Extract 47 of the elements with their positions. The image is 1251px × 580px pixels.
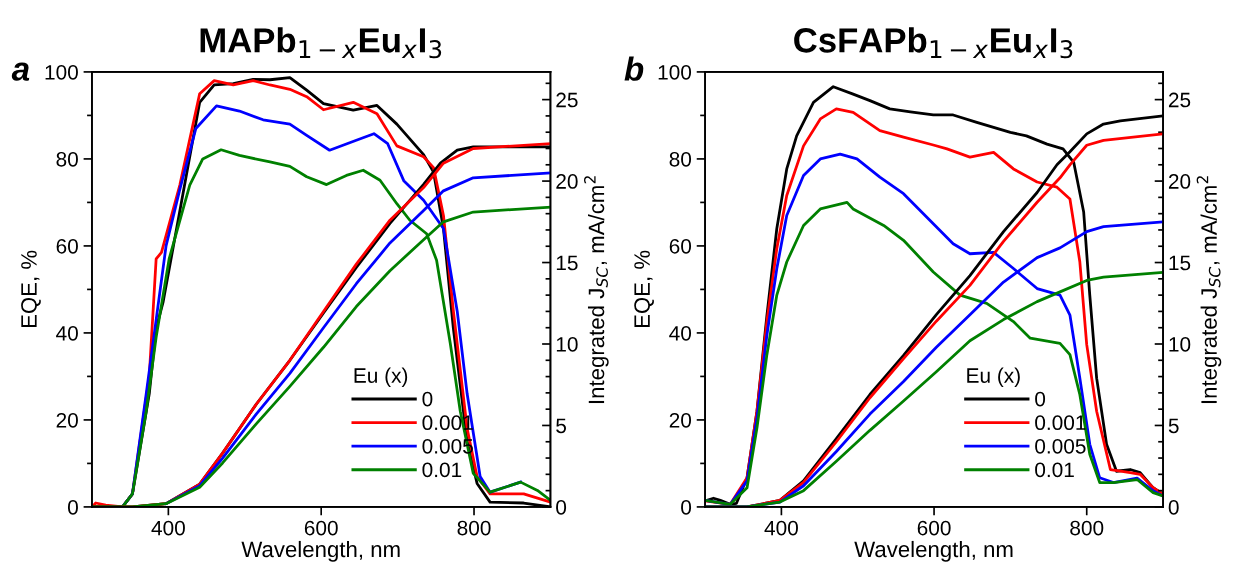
y2-tick-label: 25 <box>1168 92 1191 108</box>
y2-tick-label: 15 <box>556 255 578 271</box>
y2-tick-label: 15 <box>1169 255 1191 271</box>
y-tick-label: 0 <box>681 499 692 515</box>
legend-label: 0 <box>422 391 433 407</box>
y-tick-label: 40 <box>669 325 692 341</box>
y2-tick-label: 5 <box>1168 418 1179 434</box>
legend-title: Eu (x) <box>967 367 1020 388</box>
y-tick-label: 0 <box>67 499 78 515</box>
text: a <box>11 62 30 81</box>
y2-axis-title: Integrated J$_{SC}$, mA/cm$^{2}$ <box>1196 176 1222 404</box>
y2-axis-title: Integrated J$_{SC}$, mA/cm$^{2}$ <box>584 176 609 404</box>
y-tick-label: 20 <box>669 412 692 428</box>
legend-label: 0.01 <box>1035 462 1074 478</box>
x-axis-title: Wavelength, nm <box>854 540 1013 562</box>
legend-label: 0 <box>1035 391 1046 407</box>
y-axis-title: EQE, % <box>21 250 41 328</box>
x-tick-label: 600 <box>917 520 951 536</box>
y-tick-label: 20 <box>56 412 78 428</box>
x-tick-label: 400 <box>764 520 798 536</box>
y-tick-label: 60 <box>56 238 78 254</box>
y2-tick-label: 10 <box>556 337 578 352</box>
y2-tick-label: 10 <box>1169 337 1191 352</box>
x-tick-label: 800 <box>1070 520 1104 536</box>
y-tick-label: 40 <box>56 325 78 341</box>
y-tick-label: 100 <box>658 64 692 80</box>
x-axis-title: Wavelength, nm <box>241 540 400 562</box>
y-tick-label: 80 <box>56 151 78 167</box>
text: b <box>624 56 644 81</box>
y-tick-label: 80 <box>669 151 692 167</box>
y2-tick-label: 0 <box>556 499 567 515</box>
y-tick-label: 60 <box>669 238 692 254</box>
y-tick-label: 100 <box>45 64 78 80</box>
chart-title: MAPb$_{1−x}$Eu$_{x}$I$_{3}$ <box>200 27 442 59</box>
x-tick-label: 600 <box>304 520 338 536</box>
y2-tick-label: 25 <box>556 92 578 108</box>
y2-tick-label: 20 <box>1168 174 1191 189</box>
y2-tick-label: 0 <box>1168 499 1179 515</box>
y-axis-title: EQE, % <box>634 250 654 328</box>
y2-tick-label: 5 <box>556 418 567 434</box>
y2-tick-label: 20 <box>556 174 578 189</box>
chart-title: CsFAPb$_{1−x}$Eu$_{x}$I$_{3}$ <box>794 27 1073 59</box>
legend-title: Eu (x) <box>354 367 408 388</box>
legend-label: 0.005 <box>1035 438 1086 454</box>
x-tick-label: 400 <box>151 520 185 536</box>
legend-label: 0.01 <box>422 462 462 478</box>
x-tick-label: 800 <box>457 520 491 536</box>
